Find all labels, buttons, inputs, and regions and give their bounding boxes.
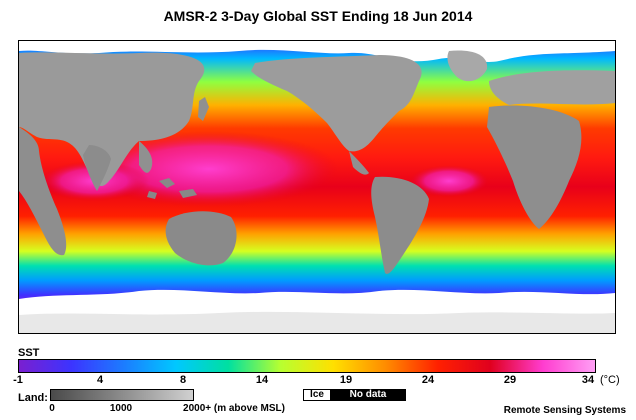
colorbar-tick: -1 <box>13 374 23 386</box>
land-tick: 1000 <box>109 403 133 414</box>
map-title: AMSR-2 3-Day Global SST Ending 18 Jun 20… <box>163 8 473 24</box>
sst-colorbar <box>18 359 596 373</box>
land-label: Land: <box>18 392 48 404</box>
colorbar-tick: 8 <box>179 374 187 386</box>
sst-map <box>18 40 616 334</box>
land-elevation-bar <box>50 389 194 401</box>
colorbar-tick: 19 <box>339 374 353 386</box>
sst-label: SST <box>18 347 40 359</box>
credit-text: Remote Sensing Systems <box>503 405 626 416</box>
land-tick: 2000+ (m above MSL) <box>183 403 285 414</box>
colorbar-tick: 34 <box>581 374 595 386</box>
colorbar-unit: (°C) <box>600 374 620 386</box>
ice-legend: Ice <box>303 389 331 401</box>
colorbar-tick: 24 <box>421 374 435 386</box>
colorbar-tick: 14 <box>255 374 269 386</box>
colorbar-tick: 4 <box>96 374 104 386</box>
nodata-legend: No data <box>330 389 406 401</box>
land-tick: 0 <box>49 403 55 414</box>
colorbar-tick: 29 <box>503 374 517 386</box>
sst-map-graphic <box>19 41 615 333</box>
